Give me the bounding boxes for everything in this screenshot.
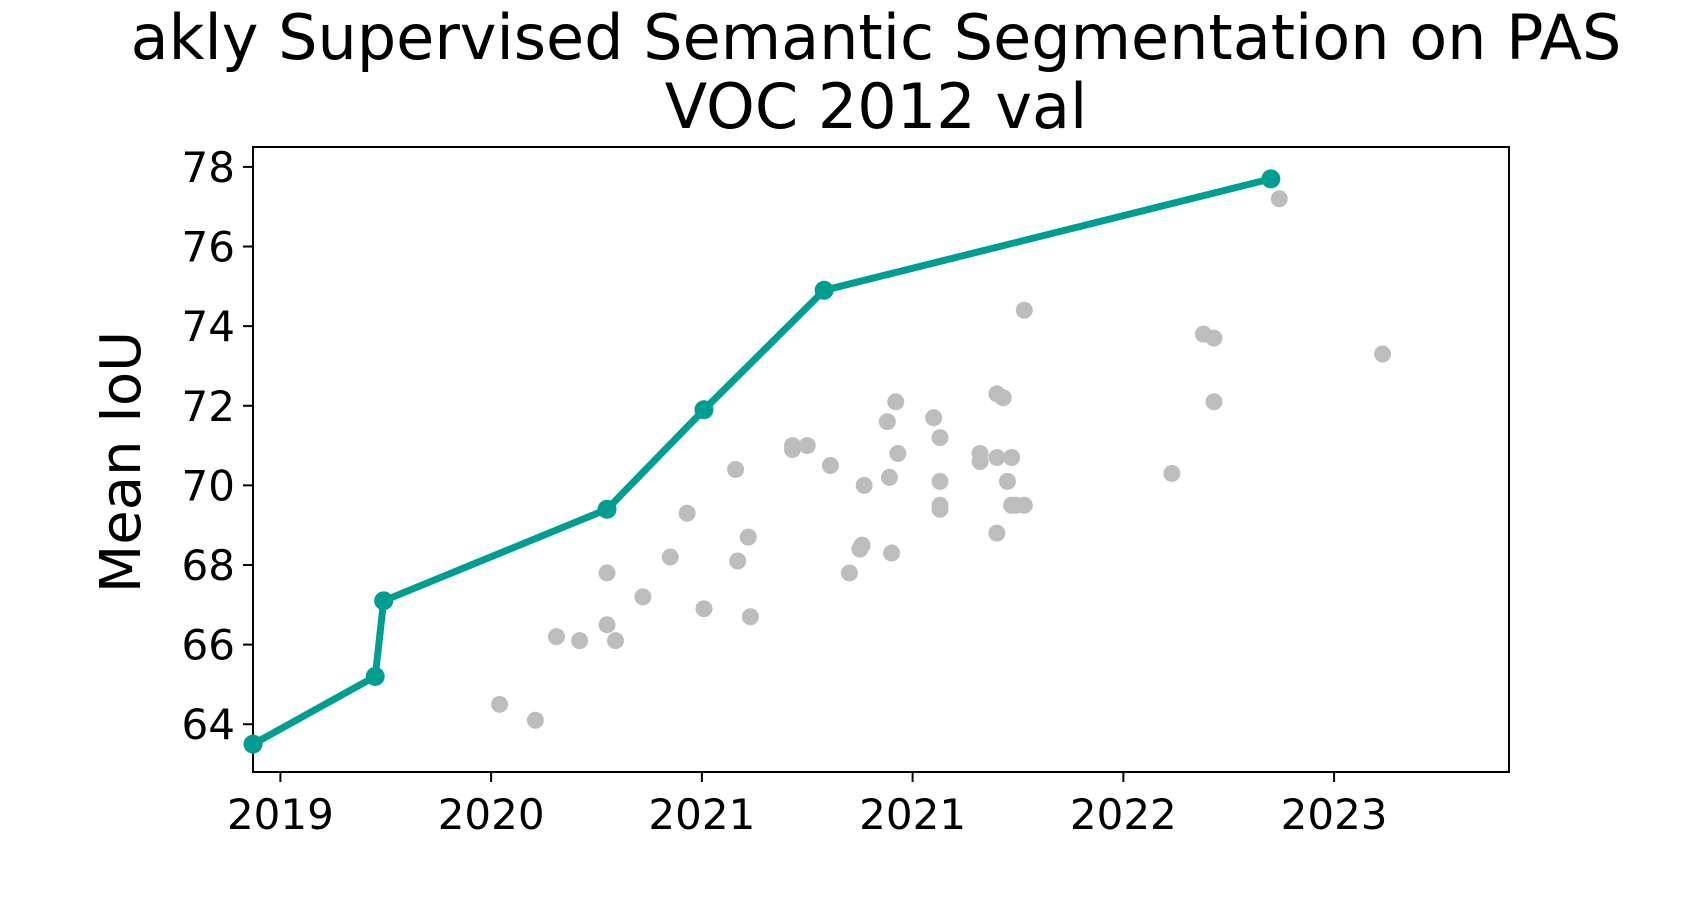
plot-area-frame — [252, 146, 1510, 773]
other-method-point — [678, 504, 696, 522]
other-method-point — [1270, 190, 1288, 208]
other-method-point — [491, 695, 509, 713]
other-method-point — [931, 472, 949, 490]
sota-point — [694, 400, 714, 420]
other-method-point — [1015, 496, 1033, 514]
x-tick-label: 2021 — [859, 790, 966, 839]
other-method-point — [547, 628, 565, 646]
y-tick-label: 68 — [182, 541, 235, 590]
other-method-point — [1205, 329, 1223, 347]
y-tick-label: 78 — [182, 143, 235, 192]
other-method-point — [1374, 345, 1392, 363]
x-tick-label: 2023 — [1281, 790, 1388, 839]
other-method-point — [878, 413, 896, 431]
x-tick-label: 2019 — [227, 790, 334, 839]
other-method-point — [883, 544, 901, 562]
other-method-point — [739, 528, 757, 546]
y-tick-label: 66 — [182, 621, 235, 670]
other-method-point — [840, 564, 858, 582]
other-method-point — [1003, 449, 1021, 467]
other-method-point — [853, 536, 871, 554]
other-method-point — [1163, 464, 1181, 482]
other-method-point — [931, 429, 949, 447]
other-method-point — [598, 616, 616, 634]
other-method-point — [889, 445, 907, 463]
other-method-point — [526, 711, 544, 729]
other-method-point — [988, 524, 1006, 542]
y-tick-label: 64 — [182, 700, 235, 749]
state-of-the-art-series — [243, 169, 1281, 754]
x-axis: 2019 2020 2021 2021 2022 2023 — [227, 772, 1388, 839]
other-method-point — [598, 564, 616, 582]
sota-point — [814, 280, 834, 300]
other-method-point — [606, 632, 624, 650]
x-tick-label: 2020 — [438, 790, 545, 839]
other-method-point — [1015, 301, 1033, 319]
other-methods-series — [491, 190, 1392, 729]
y-tick-label: 74 — [182, 302, 235, 351]
y-tick-label: 72 — [182, 382, 235, 431]
other-method-point — [925, 409, 943, 427]
other-method-point — [880, 468, 898, 486]
chart-title-line-1: akly Supervised Semantic Segmentation on… — [131, 1, 1622, 74]
sota-point — [597, 499, 617, 519]
other-method-point — [887, 393, 905, 411]
other-method-point — [661, 548, 679, 566]
y-axis: 64 66 68 70 72 74 76 78 — [182, 143, 253, 749]
sota-point — [365, 666, 385, 686]
y-tick-label: 76 — [182, 223, 235, 272]
y-tick-label: 70 — [182, 461, 235, 510]
sota-point — [1261, 169, 1281, 189]
sota-line — [249, 175, 1275, 748]
other-method-point — [994, 389, 1012, 407]
other-method-point — [783, 441, 801, 459]
other-method-point — [931, 500, 949, 518]
sota-point — [374, 591, 394, 611]
other-method-point — [855, 476, 873, 494]
sota-point — [243, 734, 263, 754]
other-method-point — [571, 632, 589, 650]
other-method-point — [821, 456, 839, 474]
other-method-point — [695, 600, 713, 618]
other-method-point — [1205, 393, 1223, 411]
other-method-point — [798, 437, 816, 455]
other-method-point — [998, 472, 1016, 490]
x-tick-label: 2022 — [1070, 790, 1177, 839]
other-method-point — [729, 552, 747, 570]
y-axis-label: Mean IoU — [89, 331, 154, 593]
other-method-point — [971, 452, 989, 470]
x-tick-label: 2021 — [648, 790, 755, 839]
other-method-point — [727, 460, 745, 478]
chart-title-line-2: VOC 2012 val — [665, 70, 1088, 143]
other-method-point — [741, 608, 759, 626]
other-method-point — [634, 588, 652, 606]
other-method-point — [988, 449, 1006, 467]
